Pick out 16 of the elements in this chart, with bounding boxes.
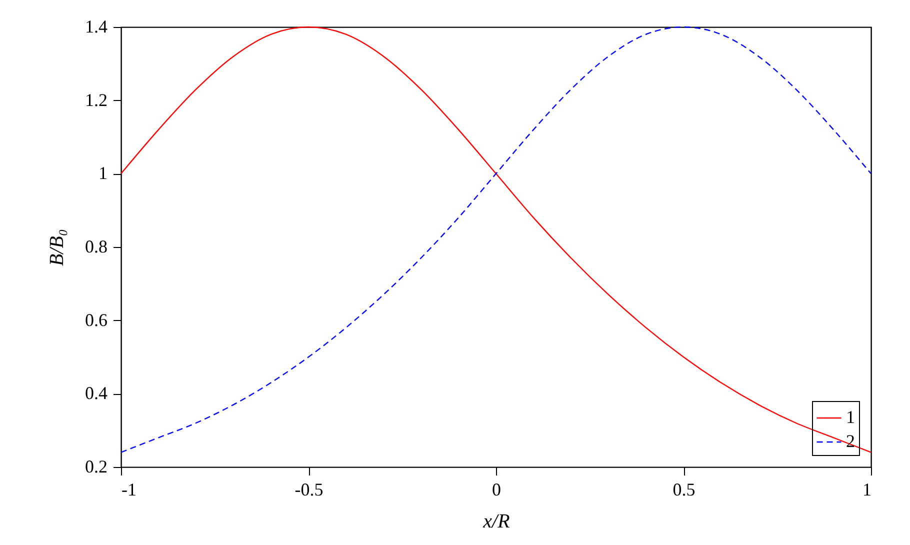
x-tick-label: 1: [862, 480, 872, 500]
y-tick-label: 1.2: [85, 90, 108, 110]
y-tick-label: 1.4: [85, 16, 108, 36]
y-tick-label: 0.8: [85, 236, 108, 256]
x-tick-label: 0: [492, 480, 501, 500]
line-series: [120, 26, 872, 453]
legend-label: 1: [846, 407, 855, 427]
x-axis-title: x/R: [482, 510, 510, 532]
y-tick-label: 1: [98, 163, 108, 184]
x-tick-label: -1: [122, 480, 136, 500]
y-tick-label: 0.4: [85, 383, 108, 404]
x-tick-label: 0.5: [672, 480, 696, 500]
y-tick-label: 0.2: [85, 456, 108, 476]
y-tick-label: 0.6: [85, 310, 108, 330]
x-tick-label: -0.5: [294, 480, 324, 500]
y-axis-title: B/B₀: [46, 228, 68, 266]
